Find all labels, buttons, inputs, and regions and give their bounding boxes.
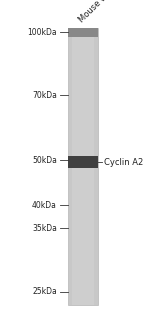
Bar (68, 28, 98, 37)
Text: Cyclin A2: Cyclin A2 (104, 157, 143, 166)
Text: 35kDa: 35kDa (32, 223, 57, 232)
Text: 40kDa: 40kDa (32, 201, 57, 210)
Bar (72, 37, 94, 305)
Text: Mouse testis: Mouse testis (77, 0, 120, 24)
Text: 50kDa: 50kDa (32, 156, 57, 165)
Bar (68, 28, 98, 305)
Text: 70kDa: 70kDa (32, 90, 57, 99)
Text: 100kDa: 100kDa (27, 27, 57, 36)
Bar (68, 156, 98, 168)
Text: 25kDa: 25kDa (32, 288, 57, 297)
